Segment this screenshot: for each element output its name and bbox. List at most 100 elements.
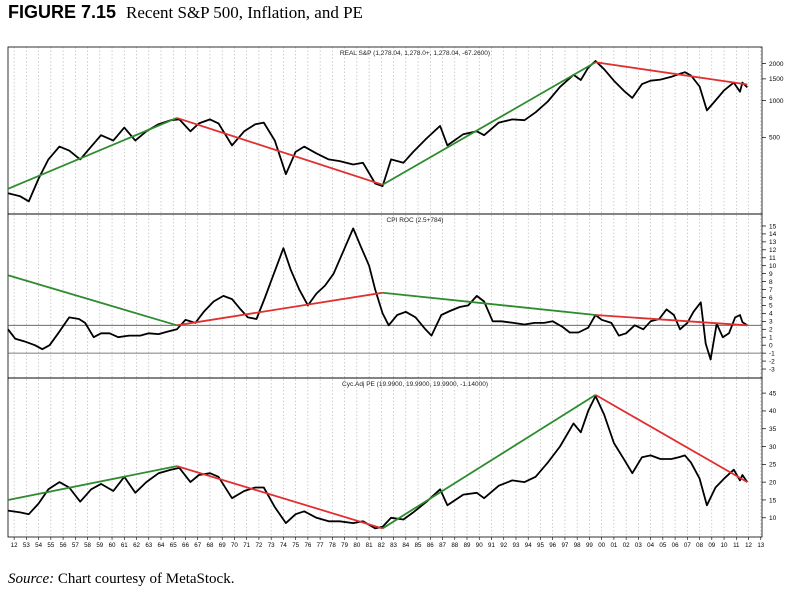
y-tick-label: 30 — [769, 444, 777, 451]
vertical-grid — [13, 47, 762, 537]
x-tick-label: 74 — [280, 542, 287, 549]
x-tick-label: 82 — [378, 542, 385, 549]
x-tick-label: 83 — [390, 542, 397, 549]
y-tick-label: 1 — [769, 335, 773, 342]
red-trendline — [176, 465, 383, 530]
x-tick-label: 75 — [292, 542, 299, 549]
x-tick-label: 69 — [219, 542, 226, 549]
x-tick-label: 90 — [476, 542, 483, 549]
y-tick-label: 15 — [769, 223, 777, 230]
x-tick-label: 54 — [35, 542, 42, 549]
x-tick-label: 55 — [47, 542, 54, 549]
x-tick-label: 04 — [647, 542, 654, 549]
green-trendline — [382, 291, 596, 316]
y-tick-label: -2 — [769, 358, 775, 365]
x-tick-label: 12 — [11, 542, 18, 549]
x-tick-label: 09 — [708, 542, 715, 549]
x-tick-label: 88 — [451, 542, 458, 549]
panel-frame — [7, 377, 763, 538]
x-tick-label: 11 — [733, 542, 740, 549]
x-tick-label: 53 — [23, 542, 30, 549]
red-trendline — [176, 117, 383, 186]
y-tick-label: 10 — [769, 263, 777, 270]
green-trendline — [7, 274, 178, 327]
x-tick-label: 07 — [684, 542, 691, 549]
x-tick-label: 76 — [304, 542, 311, 549]
y-tick-label: -1 — [769, 350, 775, 357]
red-trendline — [595, 61, 748, 86]
x-tick-label: 56 — [60, 542, 67, 549]
y-tick-label: 9 — [769, 271, 773, 278]
x-tick-label: 91 — [488, 542, 495, 549]
x-tick-label: 94 — [525, 542, 532, 549]
red-trendline — [595, 314, 748, 327]
x-tick-label: 02 — [623, 542, 630, 549]
y-tick-label: 8 — [769, 279, 773, 286]
figure-caption: Recent S&P 500, Inflation, and PE — [126, 3, 363, 22]
x-tick-label: 63 — [145, 542, 152, 549]
x-tick-label: 78 — [329, 542, 336, 549]
x-tick-label: 80 — [353, 542, 360, 549]
y-tick-label: 40 — [769, 408, 777, 415]
y-tick-label: -3 — [769, 366, 775, 373]
x-tick-label: 71 — [243, 542, 250, 549]
green-trendline — [7, 465, 178, 501]
y-tick-label: 5 — [769, 303, 773, 310]
x-tick-label: 03 — [635, 542, 642, 549]
source-label: Source: — [8, 571, 55, 587]
y-tick-label: 15 — [769, 497, 777, 504]
x-tick-label: 72 — [255, 542, 262, 549]
x-tick-label: 67 — [194, 542, 201, 549]
y-tick-label: 500 — [769, 135, 780, 142]
x-tick-label: 57 — [72, 542, 79, 549]
y-tick-label: 1500 — [769, 76, 784, 83]
x-tick-label: 06 — [672, 542, 679, 549]
x-tick-label: 59 — [96, 542, 103, 549]
y-tick-label: 1000 — [769, 98, 784, 105]
red-trendline — [595, 394, 748, 483]
x-tick-label: 73 — [268, 542, 275, 549]
y-tick-label: 7 — [769, 287, 773, 294]
x-tick-label: 79 — [341, 542, 348, 549]
x-tick-label: 87 — [439, 542, 446, 549]
x-tick-label: 84 — [402, 542, 409, 549]
panel-title: REAL S&P (1,278.04, 1,278.0+, 1,278.04, … — [340, 50, 490, 57]
figure-title: FIGURE 7.15 Recent S&P 500, Inflation, an… — [8, 2, 363, 23]
x-tick-label: 64 — [158, 542, 165, 549]
figure-number: FIGURE 7.15 — [8, 2, 117, 22]
metastock-chart: REAL S&P (1,278.04, 1,278.0+, 1,278.04, … — [7, 46, 784, 549]
y-tick-label: 6 — [769, 295, 773, 302]
x-tick-label: 93 — [513, 542, 520, 549]
x-tick-label: 05 — [659, 542, 666, 549]
x-tick-label: 70 — [231, 542, 238, 549]
x-tick-label: 97 — [561, 542, 568, 549]
x-tick-label: 89 — [464, 542, 471, 549]
y-tick-label: 25 — [769, 462, 777, 469]
x-tick-label: 60 — [109, 542, 116, 549]
green-trendline — [382, 394, 597, 530]
x-tick-label: 61 — [121, 542, 128, 549]
y-tick-label: 13 — [769, 239, 777, 246]
series-line — [7, 395, 749, 530]
y-tick-label: 45 — [769, 390, 777, 397]
green-trendline — [382, 61, 596, 186]
x-tick-label: 85 — [415, 542, 422, 549]
y-tick-label: 14 — [769, 231, 777, 238]
series-line — [7, 60, 748, 203]
x-tick-label: 77 — [317, 542, 324, 549]
y-tick-label: 4 — [769, 311, 773, 318]
x-tick-label: 00 — [598, 542, 605, 549]
panel-title: Cyc.Adj PE (19.9900, 19.9900, 19.9900, -… — [342, 381, 488, 388]
x-tick-label: 01 — [610, 542, 617, 549]
x-tick-label: 08 — [696, 542, 703, 549]
y-tick-label: 20 — [769, 479, 777, 486]
y-tick-label: 3 — [769, 319, 773, 326]
x-tick-label: 99 — [586, 542, 593, 549]
red-trendline — [176, 291, 383, 327]
panel-title: CPI ROC (2.5+784) — [387, 217, 444, 224]
x-tick-label: 81 — [366, 542, 373, 549]
y-tick-label: 10 — [769, 515, 777, 522]
x-tick-label: 58 — [84, 542, 91, 549]
x-tick-label: 92 — [500, 542, 507, 549]
source-text: Chart courtesy of MetaStock. — [57, 571, 235, 587]
